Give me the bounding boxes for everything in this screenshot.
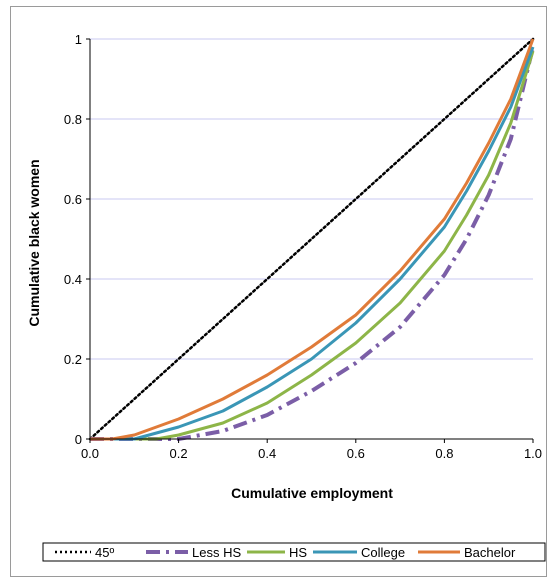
lorenz-chart: 0 0.2 0.4 0.6 0.8 1 0.0 0.2 0.4 0.6 0.8 1.0 Cumulat… [26, 32, 546, 562]
y-tick-label: 1 [75, 32, 82, 47]
x-tick-label: 0.2 [170, 446, 188, 461]
legend-label-2: Less HS [192, 545, 241, 560]
legend: 45º Less HS HS College Bachelor [42, 542, 546, 562]
y-axis-label: Cumulative black women [26, 159, 42, 326]
y-tick-label: 0 [75, 432, 82, 447]
y-tick-label: 0.8 [64, 112, 82, 127]
series-lines [88, 37, 535, 441]
axes: 0 0.2 0.4 0.6 0.8 1 0.0 0.2 0.4 0.6 0.8 1.0 [64, 32, 542, 461]
legend-label-5: Bachelor [464, 545, 516, 560]
y-tick-label: 0.4 [64, 272, 82, 287]
series-line-1 [88, 37, 535, 441]
x-tick-label: 0.4 [258, 446, 276, 461]
y-tick-label: 0.2 [64, 352, 82, 367]
legend-label-3: HS [289, 545, 307, 560]
series-line-4 [90, 46, 535, 441]
legend-label-1: 45º [95, 545, 114, 560]
y-tick-label: 0.6 [64, 192, 82, 207]
legend-label-4: College [361, 545, 405, 560]
x-axis-label: Cumulative employment [231, 485, 393, 501]
x-tick-label: 0.0 [81, 446, 99, 461]
chart-frame: 0 0.2 0.4 0.6 0.8 1 0.0 0.2 0.4 0.6 0.8 1.0 Cumulat… [10, 6, 547, 577]
gridlines [90, 38, 533, 360]
x-tick-label: 0.6 [347, 446, 365, 461]
legend-box [42, 542, 546, 562]
series-line-3 [90, 50, 535, 441]
x-tick-label: 0.8 [435, 446, 453, 461]
series-line-5 [90, 38, 535, 441]
x-tick-label: 1.0 [524, 446, 542, 461]
series-line-2 [90, 46, 535, 441]
